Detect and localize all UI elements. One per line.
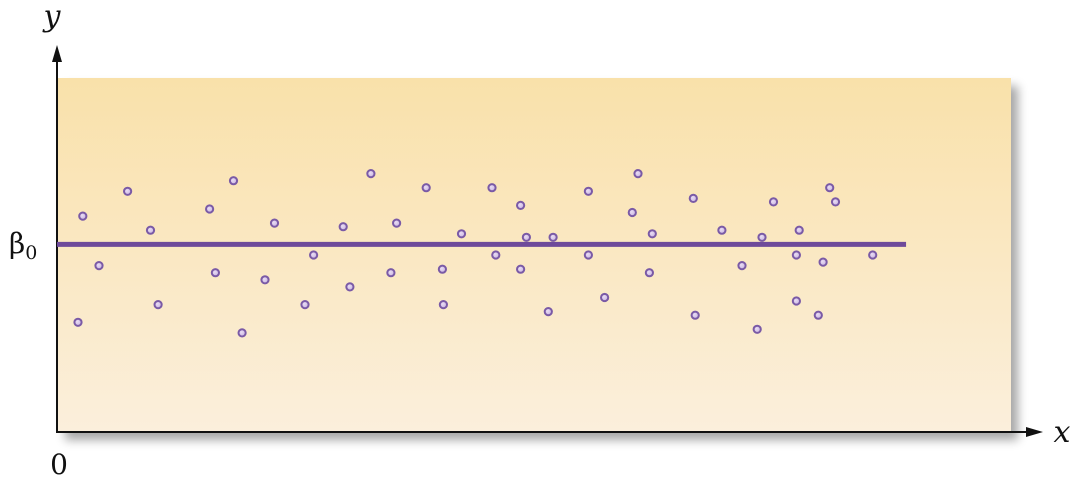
data-point-26 — [516, 200, 526, 210]
data-point-44 — [768, 197, 779, 207]
data-point-43 — [757, 232, 767, 242]
data-point-6 — [153, 300, 163, 310]
data-point-33 — [600, 292, 610, 303]
data-point-28 — [521, 232, 532, 242]
intercept-label: β0 — [9, 227, 37, 264]
data-point-15 — [338, 222, 348, 232]
data-point-30 — [548, 232, 558, 242]
data-point-35 — [633, 169, 643, 179]
data-point-17 — [366, 169, 376, 179]
data-point-45 — [791, 250, 802, 260]
data-point-47 — [794, 225, 804, 235]
data-point-21 — [437, 264, 447, 274]
data-point-1 — [73, 317, 83, 327]
y-axis-arrowhead — [52, 45, 62, 62]
data-point-40 — [717, 225, 727, 235]
plot-panel — [58, 78, 1011, 432]
data-point-39 — [690, 310, 700, 320]
data-point-5 — [145, 225, 156, 235]
data-point-49 — [818, 257, 828, 267]
data-point-25 — [491, 250, 501, 260]
data-point-23 — [456, 229, 467, 239]
data-point-50 — [825, 183, 835, 193]
data-point-16 — [345, 282, 355, 292]
data-point-22 — [438, 300, 448, 310]
data-point-18 — [386, 268, 396, 278]
data-point-2 — [78, 211, 88, 221]
data-point-34 — [627, 207, 637, 218]
data-point-11 — [260, 275, 270, 285]
y-axis-label: y — [42, 0, 62, 34]
data-point-48 — [813, 310, 823, 320]
data-point-46 — [791, 296, 802, 306]
data-point-38 — [688, 193, 698, 203]
data-point-19 — [392, 218, 402, 228]
x-axis-arrowhead — [1026, 427, 1043, 437]
data-point-42 — [752, 324, 762, 334]
data-points — [73, 169, 878, 338]
data-point-3 — [94, 261, 104, 271]
data-point-13 — [300, 300, 310, 310]
data-point-8 — [210, 268, 220, 278]
data-point-9 — [228, 176, 239, 186]
intercept-label-subscript: 0 — [25, 242, 37, 264]
data-point-36 — [644, 268, 655, 278]
data-point-27 — [516, 264, 526, 274]
data-point-31 — [583, 186, 594, 196]
data-point-41 — [737, 261, 747, 271]
x-axis-label: x — [1054, 415, 1071, 450]
origin-label: 0 — [50, 448, 68, 481]
data-point-7 — [205, 204, 215, 214]
data-point-52 — [868, 250, 878, 260]
data-point-12 — [269, 218, 280, 228]
data-point-37 — [647, 229, 657, 239]
data-point-32 — [583, 250, 594, 260]
data-point-24 — [487, 183, 497, 193]
data-point-14 — [309, 250, 319, 260]
intercept-label-symbol: β — [9, 227, 25, 260]
data-point-20 — [421, 183, 431, 193]
data-point-29 — [543, 307, 553, 317]
data-point-51 — [830, 197, 841, 207]
data-point-10 — [237, 328, 247, 338]
data-point-4 — [123, 186, 133, 196]
